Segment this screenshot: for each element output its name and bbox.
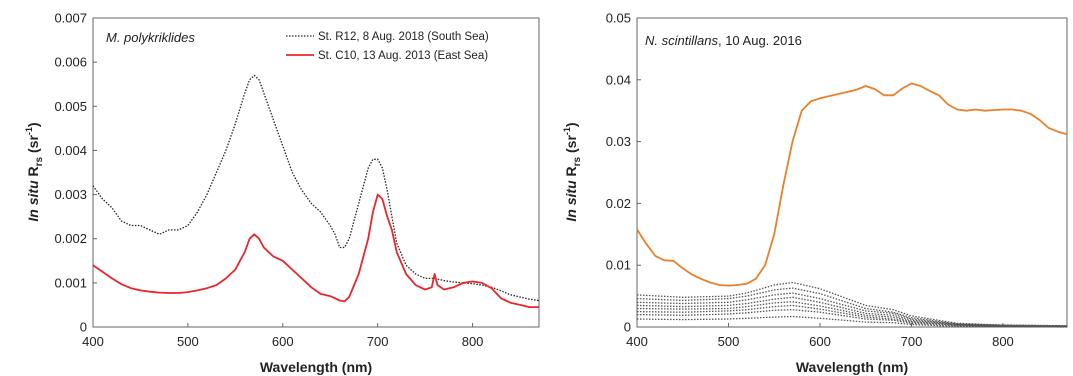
series-line-1 bbox=[636, 281, 1068, 327]
y-tick-label: 0.04 bbox=[606, 72, 631, 87]
y-tick-label: 0.03 bbox=[606, 134, 631, 149]
x-tick-label: 600 bbox=[809, 334, 831, 349]
y-tick-label: 0.001 bbox=[54, 275, 87, 290]
y-tick-label: 0.006 bbox=[54, 55, 87, 70]
y-axis-label: In situ Rrs (sr-1) bbox=[562, 122, 583, 221]
y-axis-label: In situ Rrs (sr-1) bbox=[24, 122, 45, 221]
plot-frame bbox=[636, 17, 1068, 328]
x-ticks: 400 500 600 700 800 bbox=[82, 323, 483, 349]
x-tick-label: 400 bbox=[626, 334, 648, 349]
series-line-1 bbox=[92, 193, 539, 309]
series-line-7 bbox=[636, 309, 1067, 328]
x-tick-label: 500 bbox=[177, 334, 199, 349]
y-ticks: 0 0.01 0.02 0.03 0.04 0.05 bbox=[606, 11, 641, 335]
legend: St. R12, 8 Aug. 2018 (South Sea) St. C10… bbox=[286, 31, 489, 62]
x-tick-label: 800 bbox=[992, 334, 1014, 349]
series-line-0 bbox=[92, 74, 540, 302]
series-line-5 bbox=[636, 301, 1068, 328]
y-tick-label: 0.004 bbox=[54, 143, 87, 158]
series-group bbox=[92, 74, 540, 309]
x-tick-label: 700 bbox=[367, 334, 389, 349]
series-line-8 bbox=[636, 315, 1068, 328]
chart-panel-right: 0 0.01 0.02 0.03 0.04 0.05 400 500 600 700 800 N.… bbox=[562, 11, 1068, 375]
y-tick-label: 0.003 bbox=[54, 187, 87, 202]
series-line-6 bbox=[636, 304, 1067, 328]
x-ticks: 400 500 600 700 800 bbox=[626, 323, 1014, 349]
chart-panel-left: 0 0.001 0.002 0.003 0.004 0.005 0.006 0.007 400… bbox=[24, 11, 540, 375]
y-tick-label: 0.005 bbox=[54, 99, 87, 114]
y-tick-label: 0.05 bbox=[606, 11, 631, 26]
panel-annotation: M. polykriklides bbox=[106, 30, 195, 45]
y-tick-label: 0.007 bbox=[54, 11, 87, 26]
x-tick-label: 500 bbox=[718, 334, 740, 349]
legend-label-0: St. R12, 8 Aug. 2018 (South Sea) bbox=[318, 31, 489, 43]
x-tick-label: 700 bbox=[901, 334, 923, 349]
plot-frame bbox=[92, 17, 540, 328]
x-tick-label: 600 bbox=[272, 334, 294, 349]
y-tick-label: 0.02 bbox=[606, 196, 631, 211]
y-tick-label: 0 bbox=[624, 320, 631, 335]
legend-label-1: St. C10, 13 Aug. 2013 (East Sea) bbox=[318, 50, 488, 62]
x-tick-label: 800 bbox=[462, 334, 484, 349]
x-axis-label: Wavelength (nm) bbox=[260, 359, 372, 375]
x-axis-label: Wavelength (nm) bbox=[796, 359, 908, 375]
x-tick-label: 400 bbox=[82, 334, 104, 349]
series-line-4 bbox=[636, 296, 1068, 328]
series-line-0 bbox=[636, 82, 1068, 287]
y-ticks: 0 0.001 0.002 0.003 0.004 0.005 0.006 0.007 bbox=[54, 11, 97, 335]
series-group bbox=[636, 82, 1068, 328]
panel-annotation: N. scintillans, 10 Aug. 2016 bbox=[645, 33, 802, 48]
y-tick-label: 0.01 bbox=[606, 258, 631, 273]
y-tick-label: 0.002 bbox=[54, 231, 87, 246]
y-tick-label: 0 bbox=[80, 320, 87, 335]
